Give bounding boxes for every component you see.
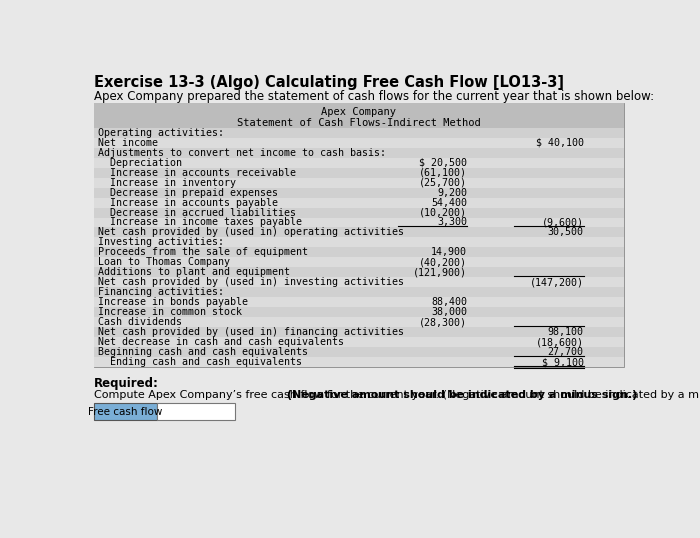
Bar (94, 247, 624, 257)
Bar (94, 237, 624, 247)
Bar (158, 404, 234, 420)
Text: Increase in accounts receivable: Increase in accounts receivable (98, 168, 296, 178)
Text: Decrease in accrued liabilities: Decrease in accrued liabilities (98, 208, 296, 217)
Text: Financing activities:: Financing activities: (98, 287, 224, 298)
Text: Ending cash and cash equivalents: Ending cash and cash equivalents (98, 357, 302, 367)
Bar (94, 178, 624, 188)
Text: $ 40,100: $ 40,100 (536, 138, 584, 147)
Bar (94, 327, 624, 337)
Text: (25,700): (25,700) (419, 178, 468, 188)
Bar (94, 404, 158, 420)
Text: Required:: Required: (94, 377, 159, 390)
Bar (94, 287, 624, 298)
Text: 3,300: 3,300 (438, 217, 468, 228)
Bar (94, 217, 624, 228)
Text: (Negative amount should be indicated by a minus sign.): (Negative amount should be indicated by … (284, 390, 638, 400)
Bar (94, 208, 624, 217)
Text: 27,700: 27,700 (547, 347, 584, 357)
Text: Depreciation: Depreciation (98, 158, 182, 168)
Bar (94, 317, 624, 327)
Text: Net cash provided by (used in) operating activities: Net cash provided by (used in) operating… (98, 228, 405, 237)
Text: $ 9,100: $ 9,100 (542, 357, 584, 367)
Text: 14,900: 14,900 (431, 247, 468, 257)
Text: (18,600): (18,600) (536, 337, 584, 347)
Bar (94, 228, 624, 237)
Text: (40,200): (40,200) (419, 257, 468, 267)
Bar (94, 158, 624, 168)
Bar (94, 103, 624, 367)
Bar (94, 197, 624, 208)
Text: $ 20,500: $ 20,500 (419, 158, 468, 168)
Bar (94, 128, 624, 138)
Bar (94, 278, 624, 287)
Text: Exercise 13-3 (Algo) Calculating Free Cash Flow [LO13-3]: Exercise 13-3 (Algo) Calculating Free Ca… (94, 75, 564, 89)
Text: Adjustments to convert net income to cash basis:: Adjustments to convert net income to cas… (98, 147, 386, 158)
Text: Apex Company: Apex Company (321, 107, 396, 117)
Text: Investing activities:: Investing activities: (98, 237, 224, 247)
Text: Cash dividends: Cash dividends (98, 317, 182, 327)
Text: Decrease in prepaid expenses: Decrease in prepaid expenses (98, 188, 279, 197)
Text: Increase in bonds payable: Increase in bonds payable (98, 298, 248, 307)
Bar (94, 147, 624, 158)
Text: Net income: Net income (98, 138, 158, 147)
Text: Compute Apex Company’s free cash flow for the current year. (Negative amount sho: Compute Apex Company’s free cash flow fo… (94, 390, 700, 400)
Text: Increase in income taxes payable: Increase in income taxes payable (98, 217, 302, 228)
Bar (94, 347, 624, 357)
Text: Increase in inventory: Increase in inventory (98, 178, 237, 188)
Text: (28,300): (28,300) (419, 317, 468, 327)
Text: Net decrease in cash and cash equivalents: Net decrease in cash and cash equivalent… (98, 337, 344, 347)
Text: (61,100): (61,100) (419, 168, 468, 178)
Text: Operating activities:: Operating activities: (98, 128, 224, 138)
Bar (94, 138, 624, 147)
Bar (94, 267, 624, 278)
Bar (94, 298, 624, 307)
Bar (94, 337, 624, 347)
Text: 38,000: 38,000 (431, 307, 468, 317)
Text: Beginning cash and cash equivalents: Beginning cash and cash equivalents (98, 347, 309, 357)
Text: 88,400: 88,400 (431, 298, 468, 307)
Text: (121,900): (121,900) (413, 267, 468, 278)
Text: 30,500: 30,500 (547, 228, 584, 237)
Text: 9,200: 9,200 (438, 188, 468, 197)
Text: Free cash flow: Free cash flow (88, 407, 162, 417)
Text: Additions to plant and equipment: Additions to plant and equipment (98, 267, 290, 278)
Bar (94, 357, 624, 367)
Text: Net cash provided by (used in) financing activities: Net cash provided by (used in) financing… (98, 327, 405, 337)
Bar (94, 307, 624, 317)
Text: (10,200): (10,200) (419, 208, 468, 217)
Bar (94, 168, 624, 178)
Text: Net cash provided by (used in) investing activities: Net cash provided by (used in) investing… (98, 278, 405, 287)
Text: Apex Company prepared the statement of cash flows for the current year that is s: Apex Company prepared the statement of c… (94, 90, 654, 103)
Bar (94, 103, 624, 128)
Bar (94, 257, 624, 267)
Text: 54,400: 54,400 (431, 197, 468, 208)
Text: Increase in accounts payable: Increase in accounts payable (98, 197, 279, 208)
Text: (9,600): (9,600) (542, 217, 584, 228)
Bar (94, 188, 624, 197)
Text: 98,100: 98,100 (547, 327, 584, 337)
Text: Increase in common stock: Increase in common stock (98, 307, 242, 317)
Text: (147,200): (147,200) (529, 278, 584, 287)
Text: Statement of Cash Flows-Indirect Method: Statement of Cash Flows-Indirect Method (237, 118, 481, 128)
Text: Proceeds from the sale of equipment: Proceeds from the sale of equipment (98, 247, 309, 257)
Text: Loan to Thomas Company: Loan to Thomas Company (98, 257, 230, 267)
